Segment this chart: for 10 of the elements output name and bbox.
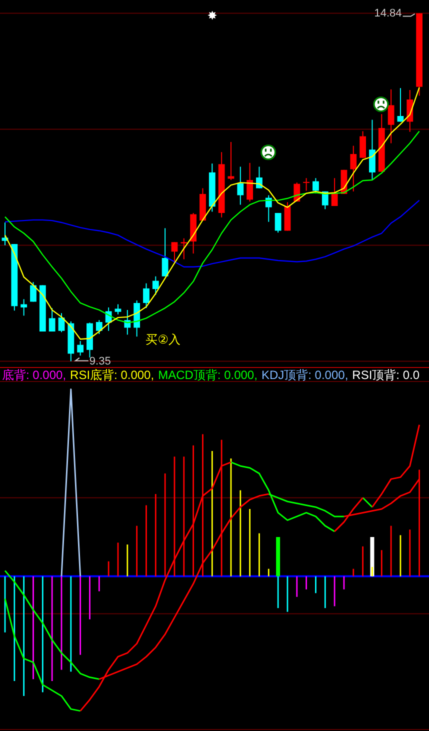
text: RSI顶背: 0.0 bbox=[352, 368, 420, 382]
text: RSI底背: 0.000, bbox=[70, 368, 154, 382]
bar bbox=[276, 537, 280, 576]
annotation: 买②入 bbox=[146, 332, 180, 346]
annotation: 9.35 bbox=[89, 355, 111, 368]
text: KDJ顶背: 0.000, bbox=[261, 368, 348, 382]
annotation: 14.84 bbox=[374, 7, 402, 20]
text: 底背: 0.000, bbox=[2, 368, 66, 382]
bar bbox=[370, 537, 374, 576]
text: MACD顶背: 0.000, bbox=[158, 368, 258, 382]
